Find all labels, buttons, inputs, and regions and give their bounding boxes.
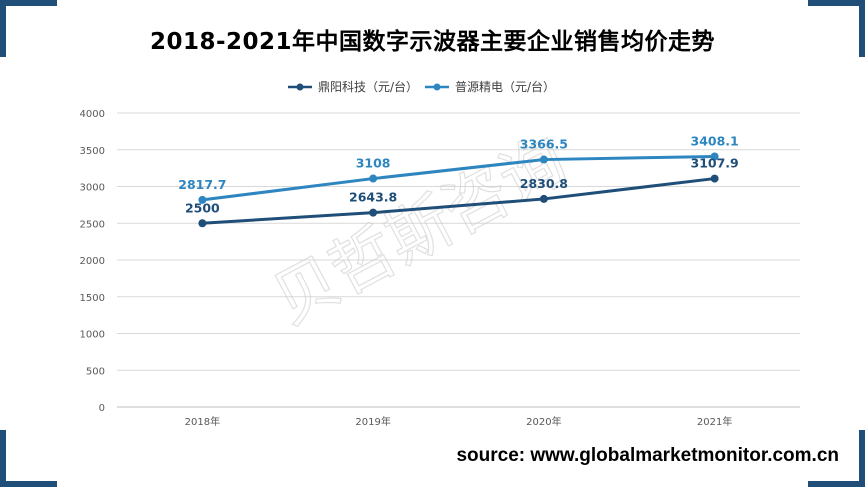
chart-title: 2018-2021年中国数字示波器主要企业销售均价走势 <box>149 29 716 55</box>
x-tick-label: 2019年 <box>355 415 390 428</box>
x-tick-label: 2018年 <box>185 415 220 428</box>
data-point <box>369 208 378 217</box>
legend-label-1: 普源精电（元/台） <box>455 79 555 94</box>
x-tick-label: 2021年 <box>697 415 732 428</box>
data-label: 3366.5 <box>520 137 568 152</box>
y-tick-label: 2000 <box>80 256 105 267</box>
data-label: 2643.8 <box>349 190 397 205</box>
corner-accent-bl-v <box>0 430 6 487</box>
data-point <box>369 174 378 183</box>
legend-label-0: 鼎阳科技（元/台） <box>318 79 418 94</box>
data-point <box>710 174 719 183</box>
watermark: 贝哲斯咨询 <box>261 124 578 340</box>
legend-marker-0 <box>296 83 304 91</box>
data-point <box>198 219 207 228</box>
data-label: 2500 <box>185 200 220 215</box>
corner-accent-br-h <box>808 481 865 487</box>
data-point <box>198 195 207 204</box>
data-point <box>539 155 548 164</box>
y-axis: 0 500 1000 1500 2000 2500 3000 3500 4000 <box>80 109 105 414</box>
data-point <box>710 152 719 161</box>
source-note: source: www.globalmarketmonitor.com.cn <box>456 445 839 466</box>
y-tick-label: 500 <box>86 366 105 377</box>
data-label: 3408.1 <box>691 134 739 149</box>
chart-legend: 鼎阳科技（元/台） 普源精电（元/台） <box>288 79 555 94</box>
corner-accent-tr-v <box>859 0 865 57</box>
y-tick-label: 1500 <box>80 293 105 304</box>
data-label: 2830.8 <box>520 176 568 191</box>
corner-accent-br-v <box>859 430 865 487</box>
y-tick-label: 2500 <box>80 219 105 230</box>
y-tick-label: 3500 <box>80 146 105 157</box>
corner-accent-tl-v <box>0 0 6 57</box>
series-line-0 <box>202 177 715 225</box>
data-point <box>539 194 548 203</box>
legend-marker-1 <box>433 83 441 91</box>
data-label: 2817.7 <box>178 177 226 192</box>
x-axis: 2018年 2019年 2020年 2021年 <box>185 415 733 428</box>
corner-accent-bl-h <box>0 481 57 487</box>
chart-series: 2500 2643.8 2830.8 3107.9 2817.7 3108 3366.5 34… <box>178 134 739 228</box>
y-tick-label: 1000 <box>80 330 105 341</box>
y-tick-label: 4000 <box>80 109 105 120</box>
y-tick-label: 3000 <box>80 183 105 194</box>
chart-gridlines <box>117 112 800 408</box>
data-label: 3107.9 <box>691 156 739 171</box>
series-line-1 <box>202 155 715 202</box>
corner-accent-tl-h <box>0 0 57 6</box>
data-label: 3108 <box>356 156 391 171</box>
x-tick-label: 2020年 <box>526 415 561 428</box>
corner-accent-tr-h <box>808 0 865 6</box>
y-tick-label: 0 <box>99 403 105 414</box>
